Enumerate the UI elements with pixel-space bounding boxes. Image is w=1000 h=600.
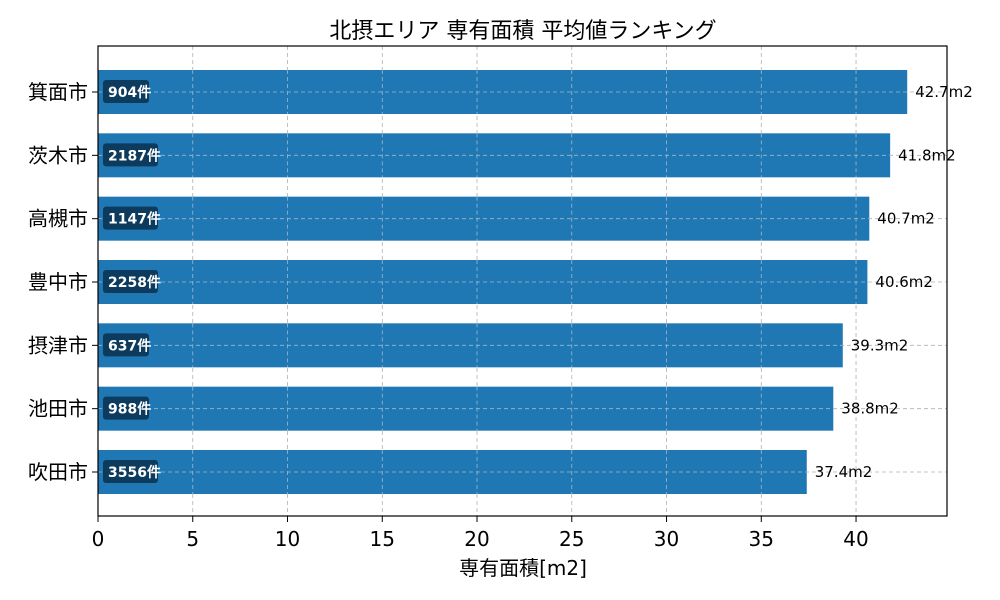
value-label: 39.3m2 [851, 336, 909, 354]
x-tick-label: 0 [92, 527, 105, 551]
y-tick-label: 高槻市 [28, 207, 88, 231]
x-tick-label: 10 [275, 527, 300, 551]
count-badge [103, 270, 158, 293]
count-label: 1147件 [108, 211, 161, 228]
x-tick-label: 35 [749, 527, 774, 551]
x-axis-label: 専有面積[m2] [459, 556, 587, 580]
count-badge [103, 460, 158, 483]
x-tick-label: 30 [654, 527, 679, 551]
count-badge [103, 143, 158, 167]
x-tick-label: 40 [843, 527, 868, 551]
count-label: 3556件 [108, 464, 161, 481]
count-badge [103, 206, 158, 230]
count-label: 637件 [108, 337, 151, 354]
x-tick-label: 5 [186, 527, 199, 551]
value-label: 41.8m2 [898, 146, 956, 164]
count-label: 2258件 [108, 274, 161, 291]
x-tick-label: 20 [464, 527, 489, 551]
count-badge [103, 396, 149, 420]
x-axis: 0 5 10 15 20 25 30 35 40 [92, 516, 869, 551]
value-label: 40.6m2 [875, 273, 933, 291]
count-label: 2187件 [108, 147, 161, 164]
y-tick-label: 豊中市 [28, 270, 88, 294]
count-badge [103, 333, 149, 357]
chart-title: 北摂エリア 専有面積 平均値ランキング [329, 19, 716, 44]
plot-frame [97, 45, 948, 517]
x-tick-label: 15 [370, 527, 395, 551]
y-tick-label: 箕面市 [28, 80, 88, 104]
y-tick-label: 摂津市 [28, 333, 88, 357]
x-tick-label: 25 [559, 527, 584, 551]
bars: 42.7m2 904件 41.8m2 2187件 40.7m2 1147件 40.6m2 22… [98, 70, 973, 494]
y-tick-label: 茨木市 [28, 143, 88, 167]
y-tick-label: 吹田市 [28, 460, 88, 484]
value-label: 37.4m2 [815, 463, 873, 481]
count-badge [103, 80, 149, 103]
value-label: 40.7m2 [877, 210, 935, 228]
count-label: 904件 [108, 84, 151, 101]
value-label: 38.8m2 [841, 400, 899, 418]
count-label: 988件 [108, 401, 151, 418]
value-label: 42.7m2 [915, 83, 973, 101]
y-tick-label: 池田市 [28, 397, 88, 421]
